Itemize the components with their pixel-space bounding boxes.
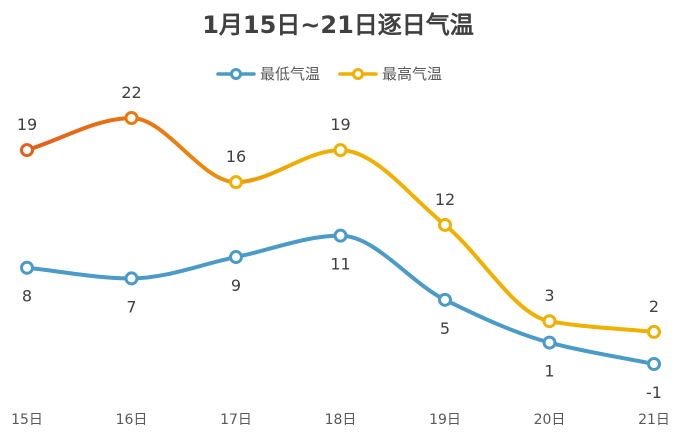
series-low: 8 7 9 11 5 1 -1 (20, 228, 662, 402)
data-label: -1 (646, 383, 662, 402)
data-label: 1 (544, 362, 554, 381)
data-point[interactable] (124, 111, 139, 125)
data-label: 2 (649, 297, 659, 316)
x-tick-label: 18日 (325, 412, 357, 428)
data-label: 12 (435, 190, 455, 209)
data-point[interactable] (542, 314, 557, 329)
data-point[interactable] (438, 292, 452, 307)
data-label: 19 (330, 115, 350, 134)
plot-area: 8 7 9 11 5 1 -1 19 22 16 19 12 3 2 (17, 83, 662, 402)
data-point[interactable] (542, 335, 557, 350)
x-tick-label: 15日 (11, 412, 43, 428)
data-point[interactable] (647, 324, 661, 339)
series-high: 19 22 16 19 12 3 2 (17, 83, 661, 339)
x-tick-label: 17日 (220, 412, 252, 428)
data-label: 9 (231, 276, 241, 295)
legend-item-high[interactable]: 最高气温 (338, 65, 442, 83)
data-label: 19 (17, 115, 37, 134)
data-label: 11 (330, 255, 350, 274)
data-point[interactable] (20, 143, 34, 158)
legend-high-marker (352, 68, 364, 80)
x-tick-label: 21日 (638, 412, 670, 428)
data-label: 5 (440, 319, 450, 338)
legend-item-low[interactable]: 最低气温 (216, 65, 320, 83)
x-axis: 15日 16日 17日 18日 19日 20日 21日 (11, 412, 670, 428)
legend-low-marker (230, 68, 242, 80)
data-point[interactable] (124, 271, 139, 286)
data-point[interactable] (229, 250, 243, 265)
data-label: 22 (121, 83, 141, 102)
data-point[interactable] (333, 143, 348, 158)
data-point[interactable] (229, 175, 243, 190)
legend-high-label: 最高气温 (382, 65, 442, 83)
data-label: 16 (226, 147, 246, 166)
x-tick-label: 20日 (534, 412, 566, 428)
data-label: 7 (126, 297, 136, 316)
chart-title: 1月15日~21日逐日气温 (202, 11, 474, 39)
data-point[interactable] (647, 357, 661, 371)
data-point[interactable] (438, 217, 452, 232)
data-label: 3 (544, 286, 554, 305)
legend: 最低气温 最高气温 (216, 65, 442, 83)
data-label: 8 (22, 287, 32, 306)
legend-low-label: 最低气温 (260, 65, 320, 83)
data-point[interactable] (333, 228, 348, 243)
x-tick-label: 19日 (429, 412, 461, 428)
data-point[interactable] (20, 260, 34, 275)
x-tick-label: 16日 (116, 412, 148, 428)
